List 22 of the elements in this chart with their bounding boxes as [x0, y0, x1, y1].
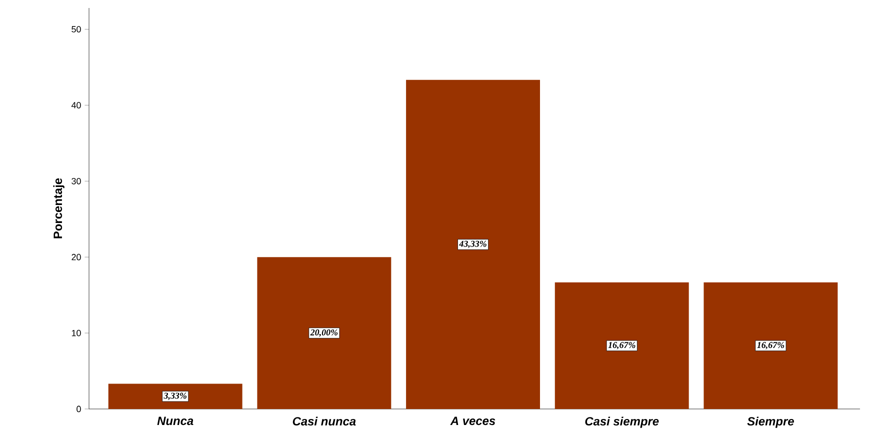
x-tick-label: Casi siempre — [585, 416, 659, 428]
data-label: 16,67% — [608, 342, 636, 350]
data-label: 16,67% — [757, 342, 784, 350]
bar — [704, 282, 838, 409]
bar — [108, 384, 242, 409]
y-tick-label: 0 — [76, 406, 81, 412]
bar — [554, 282, 689, 409]
data-label: 3,33% — [164, 392, 186, 400]
y-tick-label: 20 — [72, 254, 81, 260]
x-tick-label: Casi nunca — [292, 416, 356, 426]
x-tick-label: A veces — [450, 416, 496, 426]
y-tick-label: 50 — [72, 26, 81, 32]
bar — [257, 257, 392, 409]
y-tick-label: 30 — [72, 178, 81, 184]
y-tick-label: 10 — [72, 330, 81, 336]
x-tick-label: Nunca — [157, 416, 194, 426]
y-tick-label: 40 — [71, 102, 81, 108]
data-label: 43,33% — [459, 240, 486, 248]
bar — [406, 80, 540, 409]
x-tick-label: Siempre — [747, 416, 794, 428]
data-label: 20,00% — [310, 329, 338, 337]
y-axis-title: Porcentaje — [53, 178, 64, 238]
